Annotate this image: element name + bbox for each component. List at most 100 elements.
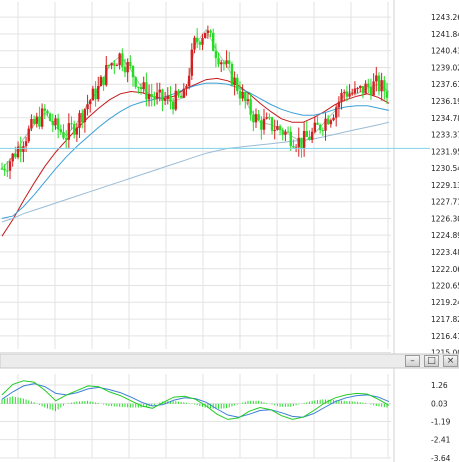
candle-body <box>105 64 108 86</box>
candle-body <box>46 110 49 114</box>
candle-body <box>228 60 231 64</box>
candle-body <box>212 32 215 52</box>
candle-body <box>126 61 129 73</box>
oscillator-y-axis: 1.26 0.03 -1.19 -2.41 -3.64 <box>431 381 451 462</box>
candle-body <box>260 120 263 130</box>
candle-body <box>324 118 327 131</box>
candle-body <box>94 88 97 100</box>
candle-body <box>24 141 28 147</box>
candle-body <box>364 83 367 94</box>
candle-body <box>32 119 36 124</box>
candle-body <box>150 94 153 97</box>
macd-lines <box>1 380 390 420</box>
candle-body <box>385 91 389 98</box>
candle-body <box>249 99 252 115</box>
candle-body <box>238 90 242 99</box>
maximize-panel-button[interactable]: □ <box>424 355 439 367</box>
price-y-tick-label: 1237.61 <box>431 80 459 89</box>
candle-body <box>174 90 177 110</box>
price-y-tick-label: 1241.84 <box>431 30 459 39</box>
candle-body <box>187 75 191 87</box>
candle-body <box>190 49 194 76</box>
candle-body <box>380 80 383 92</box>
candle-body <box>343 92 346 94</box>
candle-body <box>273 129 276 131</box>
candle-body <box>233 77 236 86</box>
price-y-tick-label: 1215.00 <box>431 349 459 358</box>
price-y-tick-label: 1219.24 <box>431 298 459 307</box>
price-y-tick-label: 1229.13 <box>431 181 459 190</box>
candle-body <box>43 108 46 111</box>
candle-body <box>270 117 274 131</box>
candle-body <box>209 30 212 33</box>
candle-body <box>91 88 95 101</box>
price-y-tick-label: 1240.43 <box>431 47 459 56</box>
candle-body <box>72 124 76 135</box>
price-y-tick-label: 1234.78 <box>431 114 459 123</box>
candle-body <box>332 117 335 121</box>
candle-body <box>40 108 44 127</box>
price-y-tick-label: 1231.95 <box>431 147 459 156</box>
price-y-tick-label: 1230.54 <box>431 164 459 173</box>
candle-body <box>383 80 386 92</box>
price-y-tick-label: 1233.37 <box>431 131 459 140</box>
candle-body <box>254 114 258 123</box>
candle-body <box>35 116 38 124</box>
price-y-tick-label: 1222.06 <box>431 265 459 274</box>
price-series-line <box>1 82 390 219</box>
candle-body <box>353 88 357 94</box>
candle-body <box>19 146 22 152</box>
candle-body <box>62 132 65 139</box>
candle-body <box>171 101 175 110</box>
candle-body <box>220 62 223 65</box>
oscillator-grid <box>0 368 395 462</box>
candle-body <box>195 37 199 42</box>
candle-body <box>6 170 9 172</box>
candle-body <box>182 88 186 98</box>
candle-body <box>222 62 226 64</box>
osc-y-tick-label: -2.41 <box>431 436 451 445</box>
candle-body <box>54 118 57 126</box>
candle-body <box>169 95 172 102</box>
candle-body <box>8 161 12 171</box>
price-series-line <box>1 121 390 223</box>
candle-body <box>121 53 124 67</box>
minimize-panel-button[interactable]: – <box>405 355 420 367</box>
candle-body <box>241 91 244 99</box>
price-y-tick-label: 1227.71 <box>431 198 459 207</box>
candle-body <box>48 113 52 121</box>
candle-body <box>134 77 137 87</box>
candle-body <box>246 99 250 102</box>
candle-body <box>22 146 25 152</box>
candle-body <box>3 168 6 171</box>
candle-body <box>356 88 359 90</box>
candle-body <box>107 64 111 66</box>
candle-body <box>83 109 87 123</box>
candle-body <box>185 86 188 89</box>
candle-body <box>217 58 220 65</box>
osc-y-tick-label: -3.64 <box>431 454 451 462</box>
candle-body <box>236 77 239 91</box>
candle-body <box>75 127 79 135</box>
price-y-tick-label: 1220.65 <box>431 282 459 291</box>
candle-body <box>129 61 132 66</box>
candle-body <box>318 124 322 131</box>
price-y-tick-label: 1236.19 <box>431 97 459 106</box>
candle-body <box>281 130 284 135</box>
candle-body <box>214 51 218 59</box>
candle-body <box>147 94 151 100</box>
candle-body <box>89 100 92 105</box>
candle-body <box>302 131 306 149</box>
price-y-tick-label: 1239.02 <box>431 63 459 72</box>
candle-body <box>78 113 81 128</box>
candle-body <box>337 101 341 108</box>
candle-body <box>313 122 317 132</box>
candle-body <box>158 89 161 93</box>
candle-body <box>70 123 73 125</box>
osc-y-tick-label: 1.26 <box>431 381 448 390</box>
candle-body <box>14 153 17 158</box>
close-panel-button[interactable]: × <box>443 355 458 367</box>
candle-body <box>67 123 71 140</box>
candle-body <box>118 53 121 66</box>
candle-body <box>163 99 167 101</box>
